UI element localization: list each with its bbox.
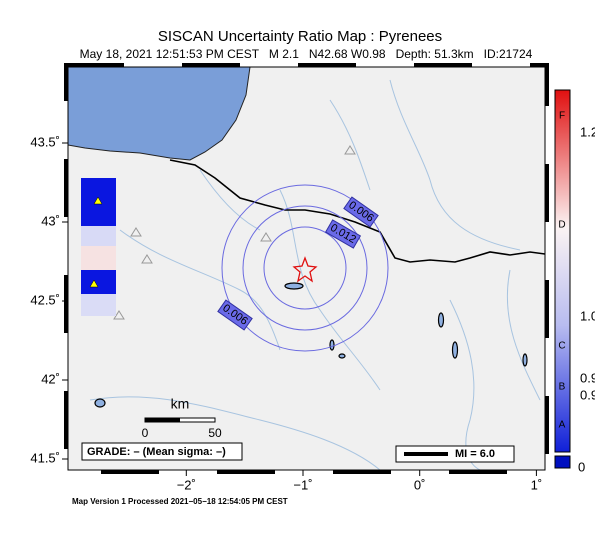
colorbar-min [554,455,571,469]
grade-letter: C [558,341,565,352]
contour-label: 0.006 [217,299,253,331]
colorbar-value: 0.9 [580,370,595,385]
lat-label: 43˚ [41,213,60,228]
colorbar [554,89,571,453]
mi-box [395,445,515,463]
epicenter [292,256,318,283]
stations [113,145,356,320]
subtitle: May 18, 2021 12:51:53 PM CEST M 2.1 N42.… [80,47,533,61]
station-cell [81,294,116,316]
station-cell [81,246,116,270]
station [93,196,103,205]
colorbar-value: 1.2 [580,124,595,139]
lon-label: 0˚ [414,477,426,492]
ocean [68,67,251,161]
map-area: 0.006 0.012 0.006 km 0 50 GRADE: – (Mean… [68,67,545,470]
lon-label: −2˚ [177,477,196,492]
grade-box [81,442,243,461]
label-box [217,299,253,331]
station-cell [81,270,116,294]
lat-label: 42˚ [41,371,60,386]
scale-label: 0 [142,426,149,440]
station [89,279,99,288]
label-box [343,196,379,228]
colorbar-value: 0.9 [580,387,595,402]
lat-label: 43.5˚ [30,134,60,149]
lat-label: 41.5˚ [30,450,60,465]
colorbar-value: 1.0 [580,308,595,323]
scale-unit: km [171,396,190,412]
grade-letter: F [559,111,565,122]
grade: GRADE: – (Mean sigma: –) [87,446,226,458]
grade-letter: A [559,420,566,431]
station-cell [81,226,116,246]
scale-label: 50 [208,426,222,440]
label-box [324,219,362,249]
contours [221,184,389,352]
rivers [89,79,541,470]
lat-label: 42.5˚ [30,292,60,307]
title: SISCAN Uncertainty Ratio Map : Pyrenees [158,28,442,45]
mi: MI = 6.0 [455,448,495,460]
map-frame-ticks [64,63,549,474]
footer: Map Version 1 Processed 2021−05−18 12:54… [72,497,288,506]
lon-label: −1˚ [293,477,312,492]
lakes [94,282,528,408]
scale-bar [145,418,180,422]
grade-letter: D [558,220,565,231]
grade-letter: B [559,382,566,393]
lon-label: 1˚ [531,477,543,492]
colorbar-value: 0 [578,459,585,474]
